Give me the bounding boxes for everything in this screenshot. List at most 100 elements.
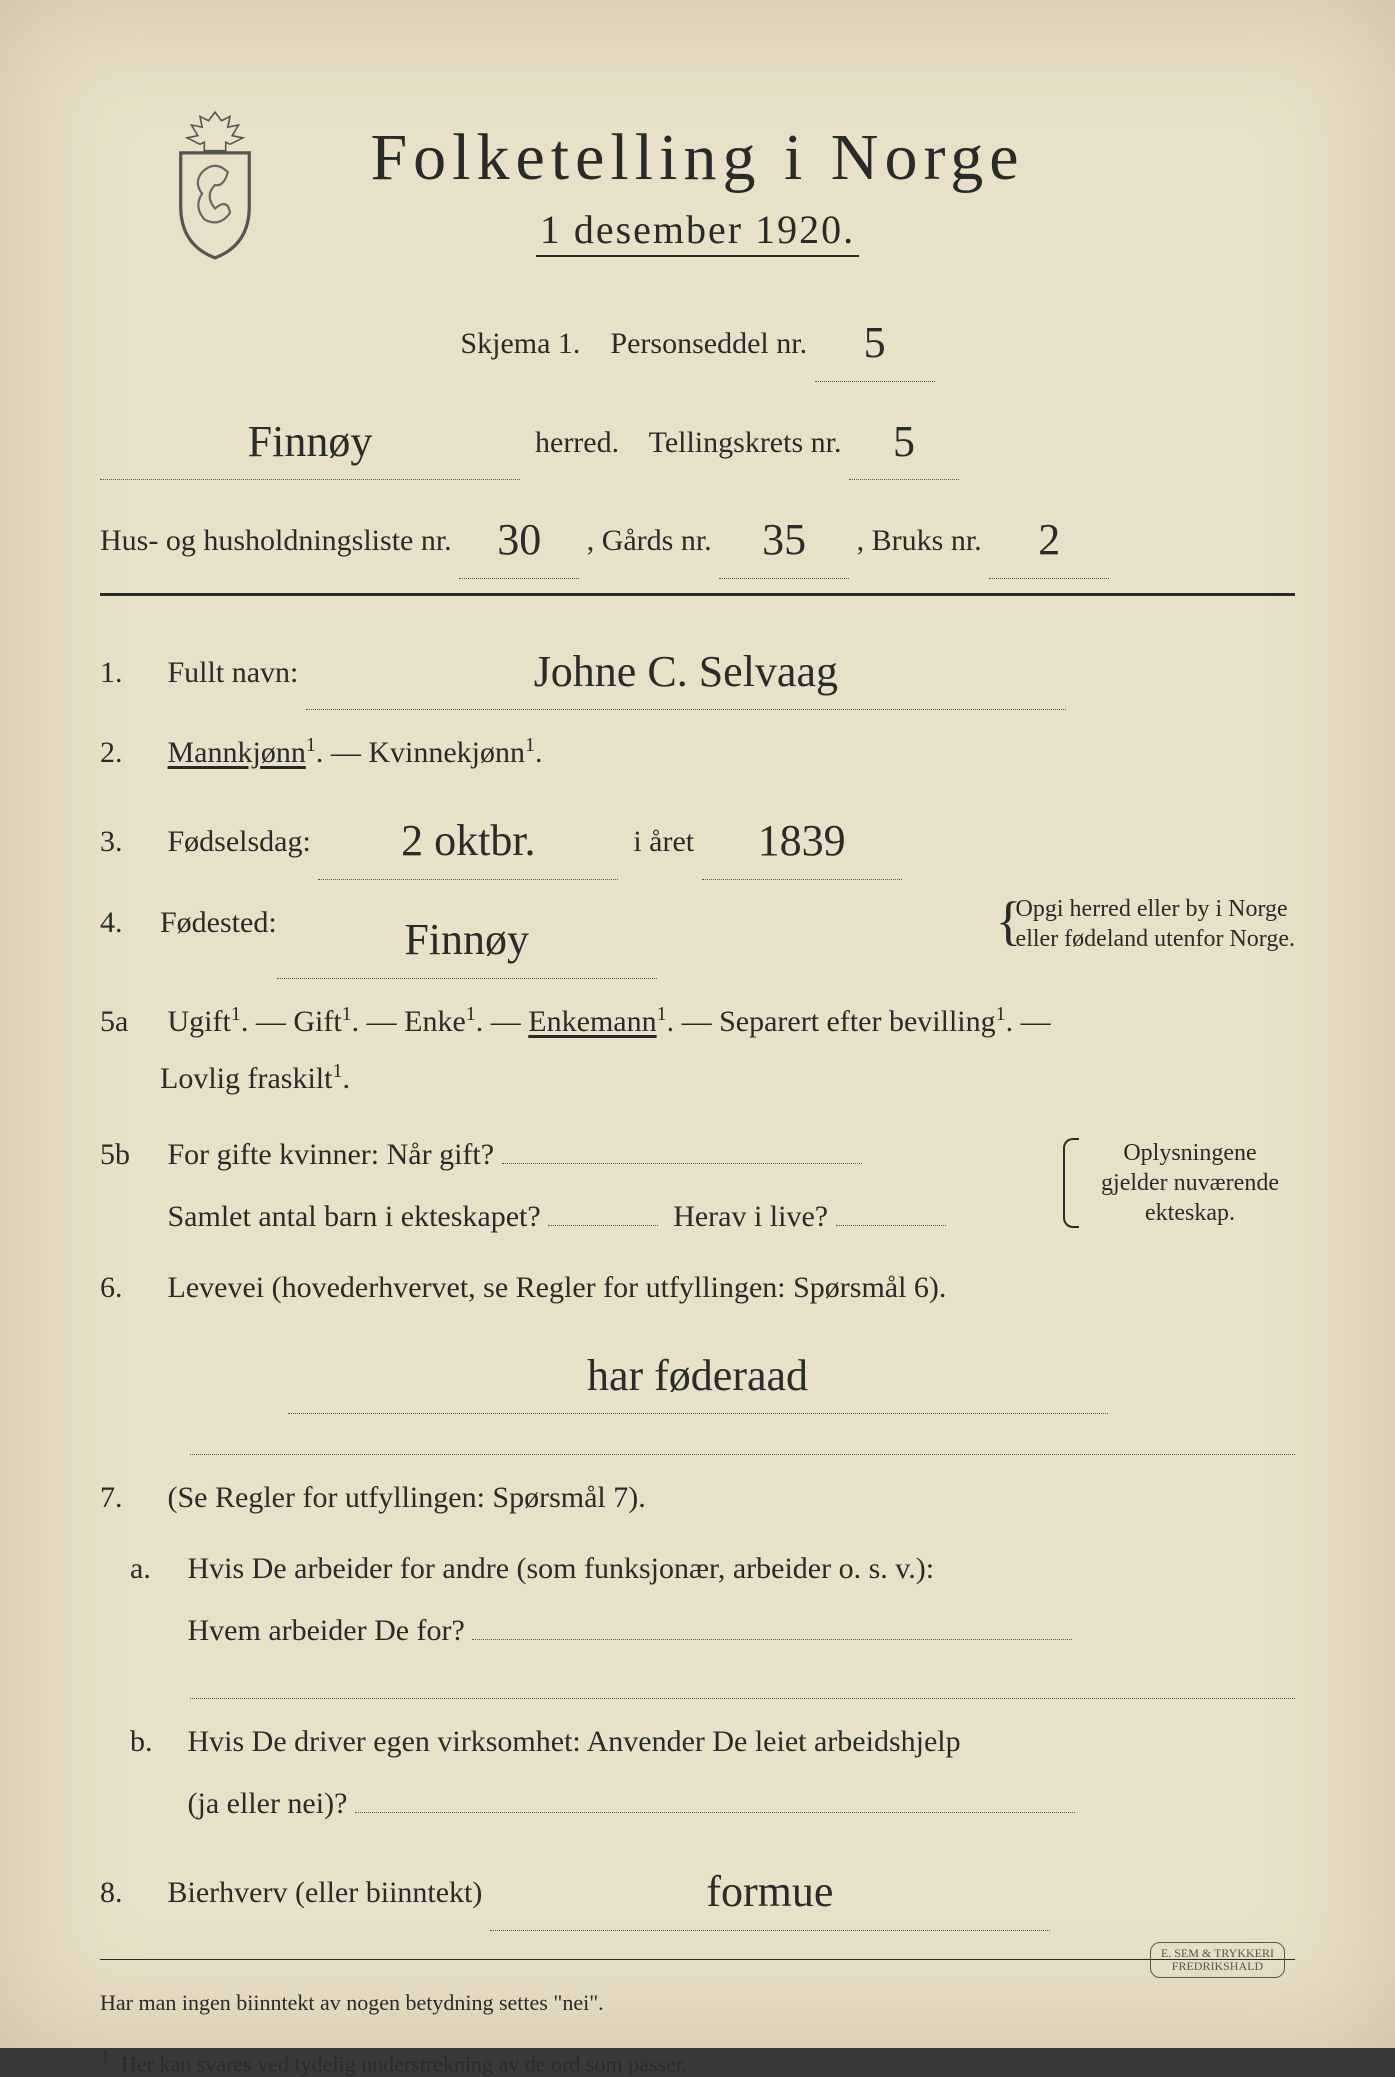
q5b-note: Oplysningene gjelder nuværende ekteskap. (1063, 1138, 1295, 1228)
q5b-label1: For gifte kvinner: Når gift? (168, 1138, 495, 1171)
footer-line1: Har man ingen biinntekt av nogen betydni… (100, 1990, 1295, 2016)
q5a-num: 5a (100, 993, 160, 1050)
q4-label: Fødested: (160, 894, 277, 951)
husliste-label: Hus- og husholdningsliste nr. (100, 524, 452, 557)
meta-row-3: Hus- og husholdningsliste nr. 30 , Gårds… (100, 494, 1295, 579)
q7-num: 7. (100, 1469, 160, 1526)
q5a-row: 5a Ugift1. — Gift1. — Enke1. — Enkemann1… (100, 993, 1295, 1107)
main-title: Folketelling i Norge (100, 120, 1295, 196)
q7b-label1: Hvis De driver egen virksomhet: Anvender… (188, 1725, 961, 1758)
q7b-num: b. (130, 1713, 180, 1770)
q1-label: Fullt navn: (168, 656, 299, 689)
q1-num: 1. (100, 644, 160, 701)
printer-2: FREDRIKSHALD (1161, 1960, 1274, 1973)
tellingskrets-label: Tellingskrets nr. (649, 426, 842, 459)
bruk-label: , Bruks nr. (857, 524, 982, 557)
q1-field: Johne C. Selvaag (306, 626, 1066, 711)
meta-row-2: Finnøy herred. Tellingskrets nr. 5 (100, 396, 1295, 481)
husliste-nr: 30 (497, 515, 541, 564)
footer-note: 1 Her kan svares ved tydelig understrekn… (100, 2046, 1295, 2077)
personseddel-nr: 5 (864, 318, 886, 367)
q3-num: 3. (100, 813, 160, 870)
q3-row: 3. Fødselsdag: 2 oktbr. i året 1839 (100, 795, 1295, 880)
q4-num: 4. (100, 894, 160, 951)
q8-value: formue (706, 1867, 833, 1916)
q5b-num: 5b (100, 1126, 160, 1183)
q8-row: 8. Bierhverv (eller biinntekt) formue (100, 1846, 1295, 1931)
q4-field: Finnøy (277, 894, 657, 979)
q4-note-2: eller fødeland utenfor Norge. (1016, 924, 1295, 954)
q5b-note-3: ekteskap. (1085, 1198, 1295, 1228)
q3-day: 2 oktbr. (401, 816, 535, 865)
q3-year-field: 1839 (702, 795, 902, 880)
q5b-live-field (836, 1183, 946, 1226)
herred-name: Finnøy (248, 417, 373, 466)
printer-1: E. SEM & TRYKKERI (1161, 1947, 1274, 1960)
q7-row: 7. (Se Regler for utfyllingen: Spørsmål … (100, 1469, 1295, 1526)
gard-label: , Gårds nr. (587, 524, 712, 557)
herred-label: herred. (535, 426, 619, 459)
q5b-note-1: Oplysningene (1085, 1138, 1295, 1168)
q5b-label2: Samlet antal barn i ekteskapet? (168, 1200, 541, 1233)
coat-of-arms-icon (160, 110, 270, 260)
q3-label: Fødselsdag: (168, 825, 311, 858)
q7a-label1: Hvis De arbeider for andre (som funksjon… (188, 1552, 935, 1585)
personseddel-nr-field: 5 (815, 297, 935, 382)
q2-num: 2. (100, 724, 160, 781)
printer-mark: E. SEM & TRYKKERI FREDRIKSHALD (1150, 1942, 1285, 1978)
q3-year-label: i året (633, 825, 694, 858)
gard-nr-field: 35 (719, 494, 849, 579)
q3-day-field: 2 oktbr. (318, 795, 618, 880)
husliste-nr-field: 30 (459, 494, 579, 579)
q7a-field (472, 1597, 1072, 1640)
q7a-label2: Hvem arbeider De for? (188, 1614, 465, 1647)
q7a-row: a. Hvis De arbeider for andre (som funks… (100, 1540, 1295, 1659)
gard-nr: 35 (762, 515, 806, 564)
q8-num: 8. (100, 1864, 160, 1921)
bruk-nr: 2 (1038, 515, 1060, 564)
q6-value-row: har føderaad (100, 1330, 1295, 1415)
bruk-nr-field: 2 (989, 494, 1109, 579)
meta-row-1: Skjema 1. Personseddel nr. 5 (100, 297, 1295, 382)
q5b-barn-field (548, 1183, 658, 1226)
footer-sup: 1 (100, 2046, 110, 2068)
tellingskrets-nr: 5 (893, 417, 915, 466)
q5a-options: Ugift1. — Gift1. — Enke1. — Enkemann1. —… (100, 1005, 1051, 1095)
q8-field: formue (490, 1846, 1050, 1931)
herred-name-field: Finnøy (100, 396, 520, 481)
q4-value: Finnøy (404, 915, 529, 964)
census-form-page: Folketelling i Norge 1 desember 1920. Sk… (0, 0, 1395, 2048)
q7b-field (355, 1770, 1075, 1813)
q7b-label2: (ja eller nei)? (188, 1787, 348, 1820)
divider-top (100, 593, 1295, 596)
q4-row: 4. Fødested: Finnøy Opgi herred eller by… (100, 894, 1295, 979)
skjema-label: Skjema 1. (460, 327, 580, 360)
q7-label: (Se Regler for utfyllingen: Spørsmål 7). (168, 1481, 646, 1514)
tellingskrets-nr-field: 5 (849, 396, 959, 481)
q7b-row: b. Hvis De driver egen virksomhet: Anven… (100, 1713, 1295, 1832)
q5b-label3: Herav i live? (673, 1200, 828, 1233)
footer-note-text: Her kan svares ved tydelig understreknin… (121, 2051, 687, 2076)
q6-num: 6. (100, 1259, 160, 1316)
q5b-note-2: gjelder nuværende (1085, 1168, 1295, 1198)
q2-mann: Mannkjønn (168, 736, 306, 769)
q7a-num: a. (130, 1540, 180, 1597)
date-subtitle: 1 desember 1920. (536, 206, 859, 257)
header: Folketelling i Norge 1 desember 1920. (100, 120, 1295, 257)
q8-label: Bierhverv (eller biinntekt) (168, 1876, 483, 1909)
q1-row: 1. Fullt navn: Johne C. Selvaag (100, 626, 1295, 711)
q2-row: 2. Mannkjønn1. — Kvinnekjønn1. (100, 724, 1295, 781)
q6-value: har føderaad (587, 1351, 808, 1400)
q6-label: Levevei (hovederhvervet, se Regler for u… (168, 1271, 947, 1304)
q3-year: 1839 (758, 816, 846, 865)
q5b-row: 5b For gifte kvinner: Når gift? Samlet a… (100, 1121, 1295, 1245)
q7a-blank-line (190, 1673, 1295, 1700)
q6-field: har føderaad (288, 1330, 1108, 1415)
q2-kvinne: Kvinnekjønn (368, 736, 525, 769)
q1-value: Johne C. Selvaag (534, 647, 838, 696)
personseddel-label: Personseddel nr. (610, 327, 807, 360)
q5b-gift-field (502, 1121, 862, 1164)
q6-blank-line (190, 1428, 1295, 1455)
q6-row: 6. Levevei (hovederhvervet, se Regler fo… (100, 1259, 1295, 1316)
q4-note: Opgi herred eller by i Norge eller fødel… (996, 894, 1295, 954)
